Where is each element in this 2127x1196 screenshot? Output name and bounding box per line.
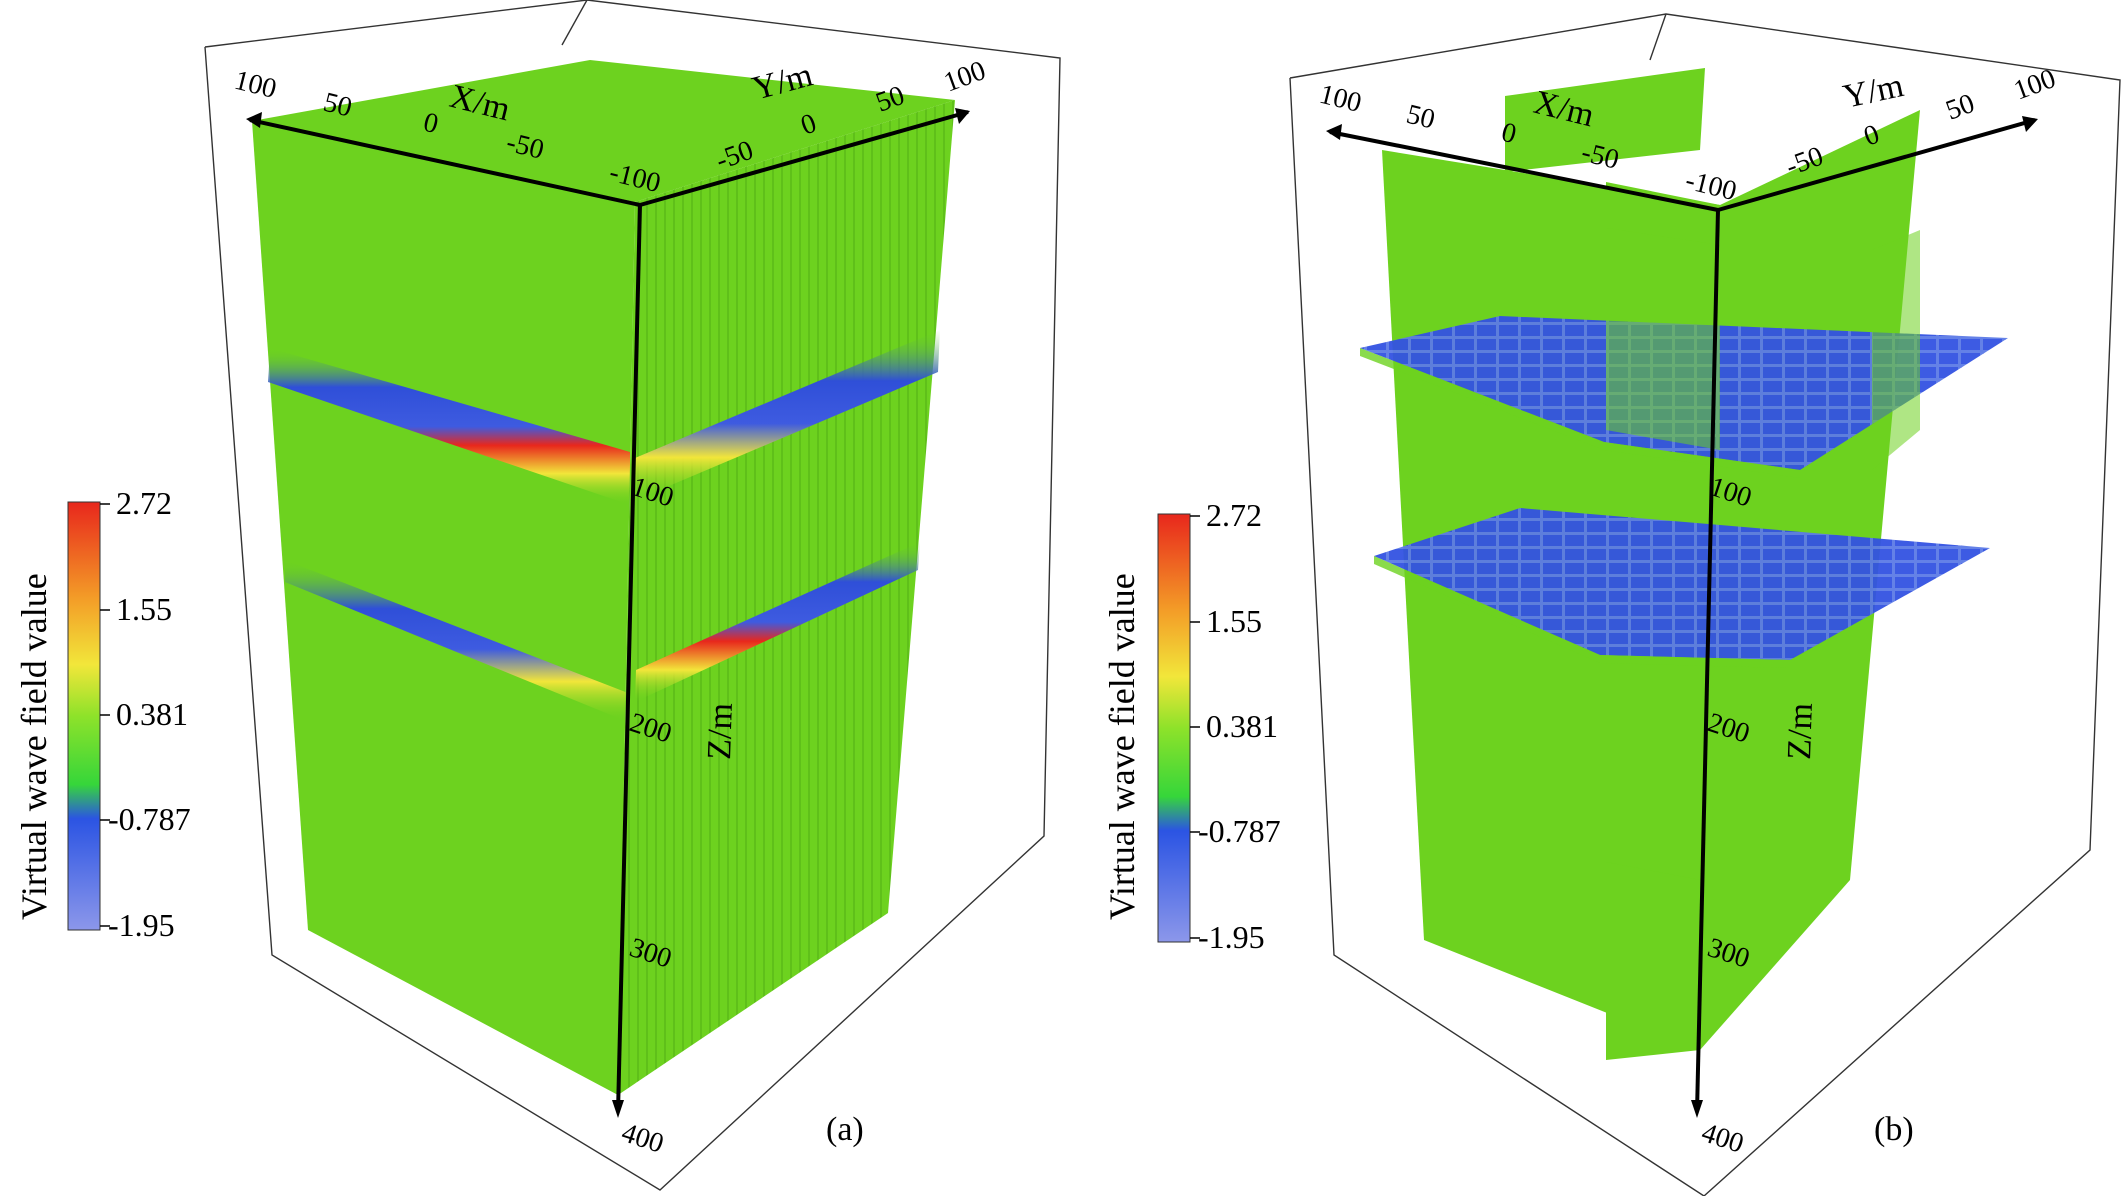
colorbar-b-gradient xyxy=(1157,513,1191,943)
panel-b-x-tick: 100 xyxy=(1316,79,1364,119)
panel-a-reflector-1-left xyxy=(268,348,630,505)
panel-b-bounding-box xyxy=(1289,13,2121,1196)
panel-a-label: (a) xyxy=(826,1111,864,1148)
panel-b-vertical-front-right xyxy=(1872,230,1920,470)
colorbar-b-tick: -0.787 xyxy=(1198,813,1281,849)
panel-a-reflector-2-left xyxy=(285,560,628,722)
panel-a-x-arrow xyxy=(246,112,262,128)
colorbar-a-gradient xyxy=(67,501,101,931)
panel-b-x-tick: 50 xyxy=(1403,99,1438,136)
panel-b-vertical-slice-y-lower xyxy=(1606,862,1700,1060)
colorbar-b-tick-marks xyxy=(1190,515,1200,939)
colorbar-a-tick-marks xyxy=(100,503,110,927)
panel-b-vertical-front-upper xyxy=(1606,228,1720,450)
colorbar-a-title: Virtual wave field value xyxy=(14,573,54,920)
colorbar-b-title: Virtual wave field value xyxy=(1102,573,1142,920)
colorbar-b-tick: -1.95 xyxy=(1198,919,1265,955)
colorbar-a-tick: 0.381 xyxy=(116,696,188,732)
panel-b-y-tick: 50 xyxy=(1942,88,1979,127)
panel-a-x-tick: 100 xyxy=(231,65,279,105)
panel-b-z-arrow xyxy=(1691,1100,1703,1118)
panel-a-y-arrow xyxy=(955,108,970,124)
panel-b-axes xyxy=(1329,118,2036,1113)
panel-a: X/m Y/m Z/m 100 50 0 -50 -100 -50 0 50 1… xyxy=(204,0,1061,1191)
panel-a-top-face xyxy=(252,60,955,202)
colorbar-b-tick: 2.72 xyxy=(1206,497,1262,533)
panel-a-right-face xyxy=(618,100,955,1095)
panel-a-reflector-1-right xyxy=(635,330,940,500)
panel-b-y-title: Y/m xyxy=(1840,67,1907,116)
panel-a-reflector-2-right xyxy=(635,542,920,702)
panel-a-z-title: Z/m xyxy=(701,702,740,760)
panel-b-z-tick: 400 xyxy=(1698,1117,1748,1159)
panel-b-horizontal-slice-2 xyxy=(1374,508,1990,660)
colorbar-b-tick: 1.55 xyxy=(1206,603,1262,639)
panel-a-z-tick: 400 xyxy=(618,1117,668,1159)
panel-a-axes xyxy=(249,110,969,1113)
colorbar-b-tick: 0.381 xyxy=(1206,708,1278,744)
panel-a-front-face xyxy=(252,121,635,1095)
panel-b-y-arrow xyxy=(2022,116,2038,132)
panel-b-label: (b) xyxy=(1874,1111,1914,1148)
panel-b-x-arrow xyxy=(1326,124,1342,140)
panel-a-y-tick: 100 xyxy=(940,55,990,98)
panel-a-bounding-box xyxy=(204,0,1061,1191)
panel-a-z-arrow xyxy=(612,1100,624,1118)
panel-b: X/m Y/m Z/m 100 50 0 -50 -100 -50 0 50 1… xyxy=(1289,13,2121,1196)
colorbar-a-tick: -1.95 xyxy=(108,907,175,943)
panel-b-horizontal-slice-1-edge xyxy=(1360,348,1800,478)
colorbar-a-tick: 2.72 xyxy=(116,485,172,521)
colorbar-a: Virtual wave field value 2.72 1.55 0.381… xyxy=(14,485,191,943)
colorbar-b: Virtual wave field value 2.72 1.55 0.381… xyxy=(1102,497,1281,955)
colorbar-a-tick: -0.787 xyxy=(108,801,191,837)
panel-b-z-title: Z/m xyxy=(1781,702,1820,760)
panel-b-vertical-slice-y-back xyxy=(1505,68,1705,172)
colorbar-a-tick: 1.55 xyxy=(116,591,172,627)
